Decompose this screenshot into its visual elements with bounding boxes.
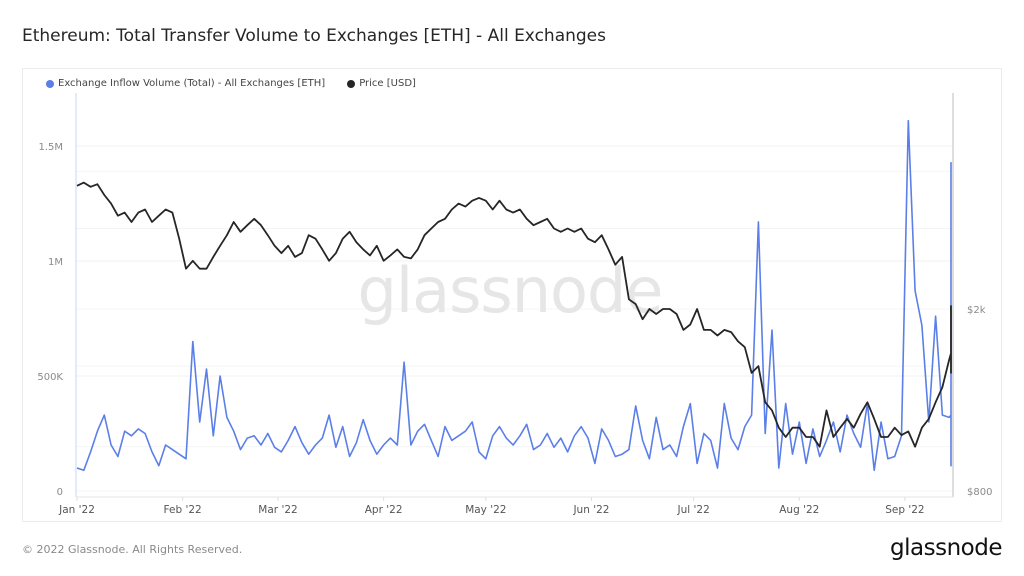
x-tick-label: Jun '22 <box>572 504 609 516</box>
legend-label-price: Price [USD] <box>359 78 416 89</box>
x-tick-label: May '22 <box>465 504 506 516</box>
inflow-legend-dot-icon <box>46 79 54 88</box>
x-tick-label: Mar '22 <box>258 504 297 516</box>
axes: 0 500K 1M 1.5M $800 $2k Jan '22 Feb '22 Mar '22 A… <box>37 93 992 516</box>
inflow-series-line[interactable] <box>76 119 952 472</box>
y-right-tick-label: $2k <box>967 305 986 316</box>
copyright-text: © 2022 Glassnode. All Rights Reserved. <box>22 543 243 556</box>
glassnode-logo: glassnode <box>890 535 1002 561</box>
price-series-line[interactable] <box>76 181 952 448</box>
price-legend-dot-icon <box>347 79 356 88</box>
x-tick-label: Jul '22 <box>677 504 710 516</box>
x-tick-label: Aug '22 <box>779 504 819 516</box>
page-title: Ethereum: Total Transfer Volume to Excha… <box>22 26 606 46</box>
watermark-text: glassnode <box>358 254 663 327</box>
x-tick-label: Apr '22 <box>365 504 403 516</box>
chart-legend: Exchange Inflow Volume (Total) - All Exc… <box>46 78 416 89</box>
legend-item-inflow[interactable]: Exchange Inflow Volume (Total) - All Exc… <box>46 78 325 89</box>
y-left-tick-label: 1M <box>48 257 63 268</box>
legend-item-price[interactable]: Price [USD] <box>347 78 416 89</box>
y-right-tick-label: $800 <box>967 487 992 498</box>
legend-label-inflow: Exchange Inflow Volume (Total) - All Exc… <box>58 78 326 89</box>
y-left-tick-label: 0 <box>57 487 63 498</box>
x-tick-label: Feb '22 <box>164 504 202 516</box>
gridlines <box>76 145 953 492</box>
x-tick-label: Jan '22 <box>58 504 95 516</box>
x-tick-label: Sep '22 <box>885 504 924 516</box>
y-left-tick-label: 1.5M <box>38 142 63 153</box>
y-left-tick-label: 500K <box>37 372 63 383</box>
